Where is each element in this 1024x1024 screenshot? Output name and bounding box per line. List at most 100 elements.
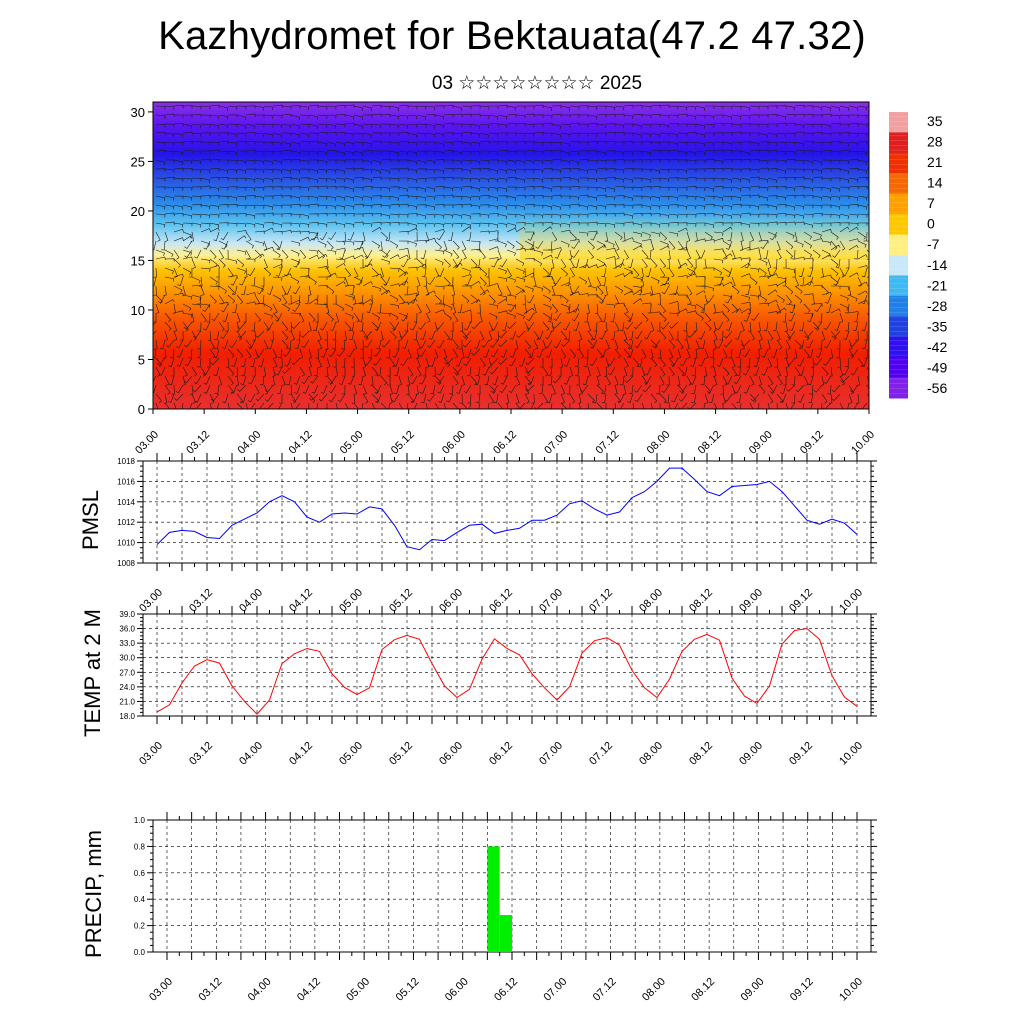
wind-barb — [443, 330, 450, 341]
wind-barb — [320, 384, 328, 394]
wind-barb — [209, 177, 220, 181]
wind-barb — [596, 244, 607, 251]
x-tick-label: 03.12 — [187, 740, 215, 768]
wind-barb — [515, 240, 524, 249]
wind-barb — [596, 177, 607, 182]
wind-barb — [830, 105, 841, 112]
wind-barb — [578, 293, 589, 297]
wind-barb — [731, 168, 742, 173]
wind-barb — [236, 168, 247, 174]
wind-barb — [218, 123, 229, 129]
wind-barb — [623, 271, 634, 278]
wind-barb — [650, 159, 661, 163]
wind-barb — [452, 262, 463, 269]
wind-barb — [154, 339, 158, 350]
wind-barb — [623, 114, 634, 120]
wind-barb — [560, 384, 566, 395]
wind-barb — [353, 254, 364, 260]
wind-barb — [749, 402, 754, 409]
wind-barb — [461, 123, 472, 128]
wind-barb — [200, 158, 211, 162]
wind-barb — [578, 348, 585, 359]
wind-barb — [734, 384, 742, 394]
wind-barb — [353, 302, 364, 306]
wind-barb — [561, 339, 571, 347]
wind-barb — [641, 105, 652, 110]
wind-barb — [155, 213, 166, 218]
wind-barb — [812, 303, 823, 307]
wind-barb — [488, 330, 493, 341]
wind-barb — [190, 384, 194, 395]
wind-barb — [731, 257, 742, 261]
wind-barb — [443, 150, 454, 154]
wind-barb — [848, 150, 859, 155]
wind-barb — [182, 231, 192, 239]
wind-barb — [371, 195, 382, 199]
wind-barb — [776, 122, 787, 126]
wind-barb — [227, 186, 238, 190]
wind-barb — [254, 186, 265, 191]
wind-barb — [344, 402, 349, 409]
wind-barb — [677, 113, 688, 117]
wind-barb — [619, 375, 625, 386]
wind-barb — [605, 186, 616, 193]
wind-barb — [578, 141, 589, 146]
wind-barb — [587, 230, 598, 235]
wind-barb — [848, 226, 859, 233]
y-tick-label: 36.0 — [119, 625, 135, 634]
wind-barb — [848, 132, 859, 137]
wind-barb — [506, 249, 516, 256]
wind-barb — [425, 123, 436, 129]
wind-barb — [587, 285, 598, 291]
wind-barb — [199, 276, 203, 287]
wind-barb — [425, 168, 436, 174]
wind-barb — [248, 339, 256, 349]
wind-barb — [479, 312, 483, 323]
wind-barb — [281, 195, 292, 199]
wind-barb — [263, 159, 274, 166]
wind-barb — [587, 321, 591, 332]
wind-barb — [857, 195, 868, 201]
wind-barb — [533, 104, 544, 109]
wind-barb — [839, 294, 849, 302]
wind-barb — [380, 195, 391, 200]
wind-barb — [857, 123, 868, 128]
wind-barb — [776, 303, 782, 314]
wind-barb — [425, 132, 436, 138]
wind-barb — [823, 339, 832, 349]
wind-barb — [389, 203, 400, 208]
wind-barb — [632, 186, 643, 191]
wind-barb — [704, 393, 709, 404]
wind-barb — [785, 221, 796, 226]
wind-barb — [623, 167, 634, 172]
wind-barb — [596, 150, 607, 157]
wind-barb — [704, 114, 715, 120]
wind-barb — [578, 177, 589, 181]
wind-barb — [600, 348, 607, 358]
wind-barb — [474, 339, 481, 349]
wind-barb — [463, 357, 472, 367]
wind-barb — [272, 132, 283, 139]
wind-barb — [409, 375, 418, 385]
wind-barb — [461, 177, 472, 183]
wind-barb — [803, 159, 814, 165]
wind-barb — [470, 105, 481, 109]
wind-barb — [695, 204, 706, 210]
wind-barb — [686, 150, 697, 156]
wind-barb — [506, 213, 517, 218]
wind-barb — [596, 240, 606, 248]
wind-barb — [335, 312, 339, 323]
wind-barb — [461, 240, 467, 251]
wind-barb — [821, 213, 832, 218]
wind-barb — [349, 285, 355, 296]
wind-barb — [173, 104, 184, 109]
wind-barb — [425, 312, 431, 323]
wind-barb — [693, 321, 698, 332]
wind-barb — [450, 321, 454, 332]
wind-barb — [326, 249, 337, 255]
wind-barb — [767, 204, 778, 210]
wind-barb — [605, 168, 616, 172]
wind-barb — [641, 150, 652, 156]
wind-barb — [317, 185, 328, 189]
wind-barb — [839, 141, 850, 147]
